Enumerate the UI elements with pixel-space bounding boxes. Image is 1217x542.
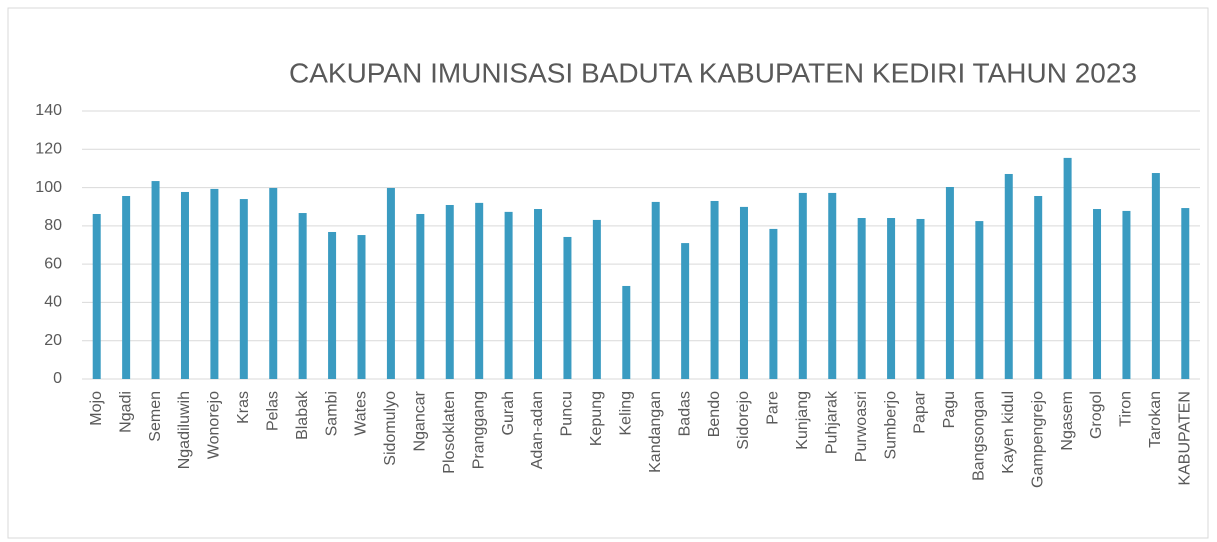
bar <box>975 221 984 379</box>
x-tick-label: Wonorejo <box>206 391 223 459</box>
x-tick-label: Mojo <box>88 391 105 426</box>
x-tick-label: Tiron <box>1118 391 1135 427</box>
bar <box>828 192 837 379</box>
bar <box>151 181 160 379</box>
x-tick-label: Ngancar <box>412 390 429 451</box>
x-tick-label: Kandangan <box>647 391 664 473</box>
bar <box>298 213 307 379</box>
bar <box>592 219 601 379</box>
bar <box>1004 173 1013 379</box>
x-tick-label: Kayen kidul <box>1000 391 1017 474</box>
x-tick-label: Sumberjo <box>882 391 899 460</box>
y-tick-label: 40 <box>44 294 62 311</box>
bar <box>328 231 337 379</box>
x-tick-label: Ngasem <box>1059 391 1076 451</box>
x-tick-label: Sambi <box>323 391 340 436</box>
bar <box>798 192 807 379</box>
x-tick-label: Papar <box>912 390 929 433</box>
bar <box>857 218 866 379</box>
x-tick-label: Plosoklaten <box>441 391 458 474</box>
x-tick-label: Blabak <box>294 390 311 440</box>
x-tick-label: Pranggang <box>470 391 487 469</box>
x-tick-label: Pagu <box>941 391 958 428</box>
bar <box>769 228 778 379</box>
x-tick-label: Gurah <box>500 391 517 435</box>
bar <box>916 218 925 379</box>
bar <box>122 195 131 379</box>
x-tick-label: Sidomulyo <box>382 391 399 466</box>
bar <box>210 188 219 379</box>
x-tick-label: Puhjarak <box>823 390 840 454</box>
bar <box>622 285 631 379</box>
x-tick-label: Bendo <box>706 391 723 437</box>
x-tick-label: Grogol <box>1088 391 1105 439</box>
chart-title: CAKUPAN IMUNISASI BADUTA KABUPATEN KEDIR… <box>289 57 1137 88</box>
bar <box>887 218 896 379</box>
bar <box>681 243 690 379</box>
bar <box>1063 157 1072 379</box>
bar <box>1122 210 1131 379</box>
bar <box>1151 173 1160 379</box>
bar <box>1181 208 1190 379</box>
bar <box>504 211 513 379</box>
bar <box>1093 209 1102 379</box>
bar <box>1034 195 1043 379</box>
x-tick-label: Pelas <box>264 391 281 431</box>
x-tick-label: KABUPATEN <box>1177 391 1194 486</box>
x-tick-label: Gampengrejo <box>1029 391 1046 488</box>
x-tick-label: Kunjang <box>794 391 811 450</box>
x-tick-label: Badas <box>676 391 693 436</box>
x-tick-label: Puncu <box>559 391 576 436</box>
bar <box>710 200 719 379</box>
x-tick-label: Ngadi <box>117 391 134 433</box>
x-tick-label: Bangsongan <box>971 391 988 481</box>
bar <box>739 206 748 379</box>
x-tick-label: Kepung <box>588 391 605 446</box>
x-tick-label: Wates <box>353 391 370 436</box>
bar <box>445 204 454 379</box>
y-tick-label: 120 <box>35 141 62 158</box>
y-tick-label: 60 <box>44 255 62 272</box>
x-tick-label: Pare <box>765 391 782 425</box>
bar <box>269 187 278 379</box>
y-tick-label: 0 <box>53 370 62 387</box>
bar <box>563 236 572 379</box>
bar <box>416 213 425 379</box>
x-tick-label: Semen <box>147 391 164 442</box>
bar <box>239 199 248 379</box>
bar <box>534 209 543 379</box>
bar <box>357 235 366 379</box>
bar <box>92 213 101 379</box>
x-tick-label: Keling <box>618 391 635 435</box>
y-tick-label: 80 <box>44 217 62 234</box>
y-tick-label: 20 <box>44 332 62 349</box>
bar <box>475 202 484 379</box>
y-tick-label: 140 <box>35 102 62 119</box>
x-tick-label: Kras <box>235 391 252 424</box>
x-tick-label: Ngadiluwih <box>176 391 193 469</box>
x-tick-label: Purwoasri <box>853 391 870 462</box>
bar <box>651 201 660 379</box>
bar <box>180 191 189 379</box>
y-tick-label: 100 <box>35 179 62 196</box>
x-tick-label: Sidorejo <box>735 391 752 450</box>
x-tick-label: Tarokan <box>1147 391 1164 448</box>
bar <box>386 187 395 379</box>
bar <box>945 186 954 379</box>
x-tick-label: Adan-adan <box>529 391 546 469</box>
